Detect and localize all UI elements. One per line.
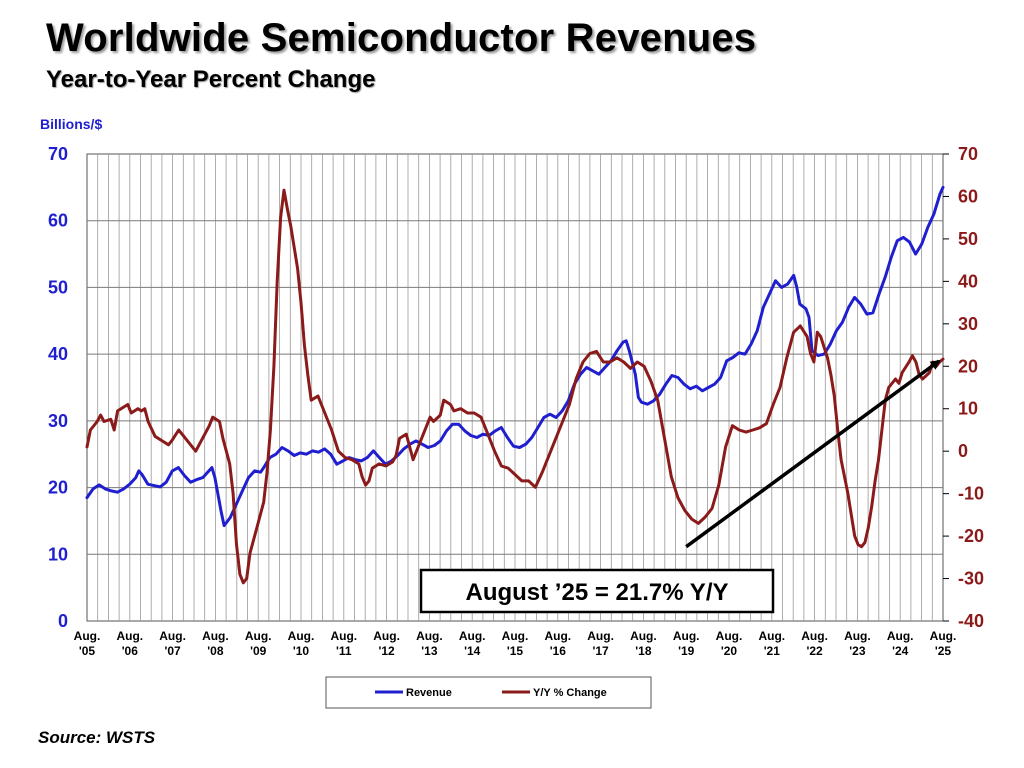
chart-title: Worldwide Semiconductor Revenues — [46, 16, 757, 60]
left-tick-label: 60 — [48, 211, 68, 231]
x-tick-label-month: Aug. — [844, 629, 871, 643]
x-tick-label-year: '16 — [550, 644, 567, 658]
callout-frame — [419, 568, 775, 614]
left-tick-label: 50 — [48, 277, 68, 297]
x-tick-label-month: Aug. — [887, 629, 914, 643]
trend-arrow — [685, 359, 941, 549]
x-tick-label-year: '11 — [336, 644, 352, 658]
yoy-change-line — [85, 188, 945, 585]
left-tick-label: 30 — [48, 411, 68, 431]
trend-arrow-layer — [685, 359, 941, 549]
x-axis-ticks: Aug.'05Aug.'06Aug.'07Aug.'08Aug.'09Aug.'… — [74, 629, 957, 658]
x-tick-label-month: Aug. — [245, 629, 272, 643]
left-tick-label: 10 — [48, 544, 68, 564]
x-tick-label-month: Aug. — [74, 629, 101, 643]
right-tick-label: 60 — [958, 186, 978, 206]
x-tick-label-year: '23 — [849, 644, 866, 658]
x-tick-label-year: '14 — [464, 644, 481, 658]
legend: Revenue Y/Y % Change — [325, 676, 652, 709]
x-tick-label-year: '20 — [721, 644, 738, 658]
x-tick-label-year: '12 — [378, 644, 395, 658]
x-tick-label-year: '18 — [635, 644, 652, 658]
left-tick-label: 20 — [48, 478, 68, 498]
x-tick-label-year: '09 — [250, 644, 267, 658]
series-lines — [85, 185, 945, 585]
x-tick-label-month: Aug. — [288, 629, 315, 643]
right-tick-label: 0 — [958, 441, 968, 461]
x-tick-label-year: '05 — [79, 644, 96, 658]
revenue-line — [85, 185, 945, 528]
x-tick-label-month: Aug. — [758, 629, 785, 643]
right-tick-label: -10 — [958, 484, 984, 504]
x-tick-label-month: Aug. — [416, 629, 443, 643]
x-tick-label-month: Aug. — [930, 629, 957, 643]
callout-box: August ’25 = 21.7% Y/Y — [419, 568, 775, 614]
source-note: Source: WSTS — [38, 728, 156, 747]
callout-text: August ’25 = 21.7% Y/Y — [465, 579, 728, 606]
x-tick-label-month: Aug. — [202, 629, 229, 643]
x-tick-label-month: Aug. — [544, 629, 571, 643]
grid-lines — [87, 154, 943, 621]
x-tick-label-year: '06 — [122, 644, 139, 658]
x-tick-label-month: Aug. — [673, 629, 700, 643]
x-tick-label-month: Aug. — [630, 629, 657, 643]
right-tick-label: 40 — [958, 271, 978, 291]
right-tick-label: -20 — [958, 526, 984, 546]
x-tick-label-month: Aug. — [587, 629, 614, 643]
x-tick-label-month: Aug. — [801, 629, 828, 643]
left-axis-ticks: 0 10 20 30 40 50 60 70 — [48, 144, 68, 631]
x-tick-label-month: Aug. — [373, 629, 400, 643]
x-tick-label-month: Aug. — [502, 629, 529, 643]
right-tick-label: 10 — [958, 399, 978, 419]
x-tick-label-year: '17 — [592, 644, 609, 658]
x-tick-label-month: Aug. — [159, 629, 186, 643]
right-tick-label: -30 — [958, 569, 984, 589]
right-tick-label: -40 — [958, 611, 984, 631]
right-tick-label: 20 — [958, 356, 978, 376]
x-tick-label-month: Aug. — [716, 629, 743, 643]
right-tick-label: 50 — [958, 229, 978, 249]
legend-label-revenue: Revenue — [406, 687, 452, 699]
right-tick-label: 30 — [958, 314, 978, 334]
x-tick-label-year: '21 — [764, 644, 781, 658]
x-tick-label-year: '24 — [892, 644, 909, 658]
x-tick-label-year: '07 — [164, 644, 181, 658]
right-tick-label: 70 — [958, 144, 978, 164]
x-tick-label-year: '15 — [507, 644, 524, 658]
x-tick-label-month: Aug. — [459, 629, 486, 643]
right-axis-ticks: -40 -30 -20 -10 0 10 20 30 40 50 60 70 — [943, 144, 984, 631]
x-tick-label-month: Aug. — [116, 629, 143, 643]
left-tick-label: 70 — [48, 144, 68, 164]
left-tick-label: 40 — [48, 344, 68, 364]
x-tick-label-month: Aug. — [330, 629, 357, 643]
x-tick-label-year: '19 — [678, 644, 695, 658]
left-axis-unit-label: Billions/$ — [40, 116, 103, 132]
chart-subtitle: Year-to-Year Percent Change — [46, 66, 376, 93]
left-tick-label: 0 — [58, 611, 68, 631]
legend-label-yoy: Y/Y % Change — [533, 687, 607, 699]
x-tick-label-year: '22 — [806, 644, 823, 658]
x-tick-label-year: '13 — [421, 644, 438, 658]
x-tick-label-year: '08 — [207, 644, 224, 658]
x-tick-label-year: '10 — [293, 644, 310, 658]
x-tick-label-year: '25 — [935, 644, 952, 658]
